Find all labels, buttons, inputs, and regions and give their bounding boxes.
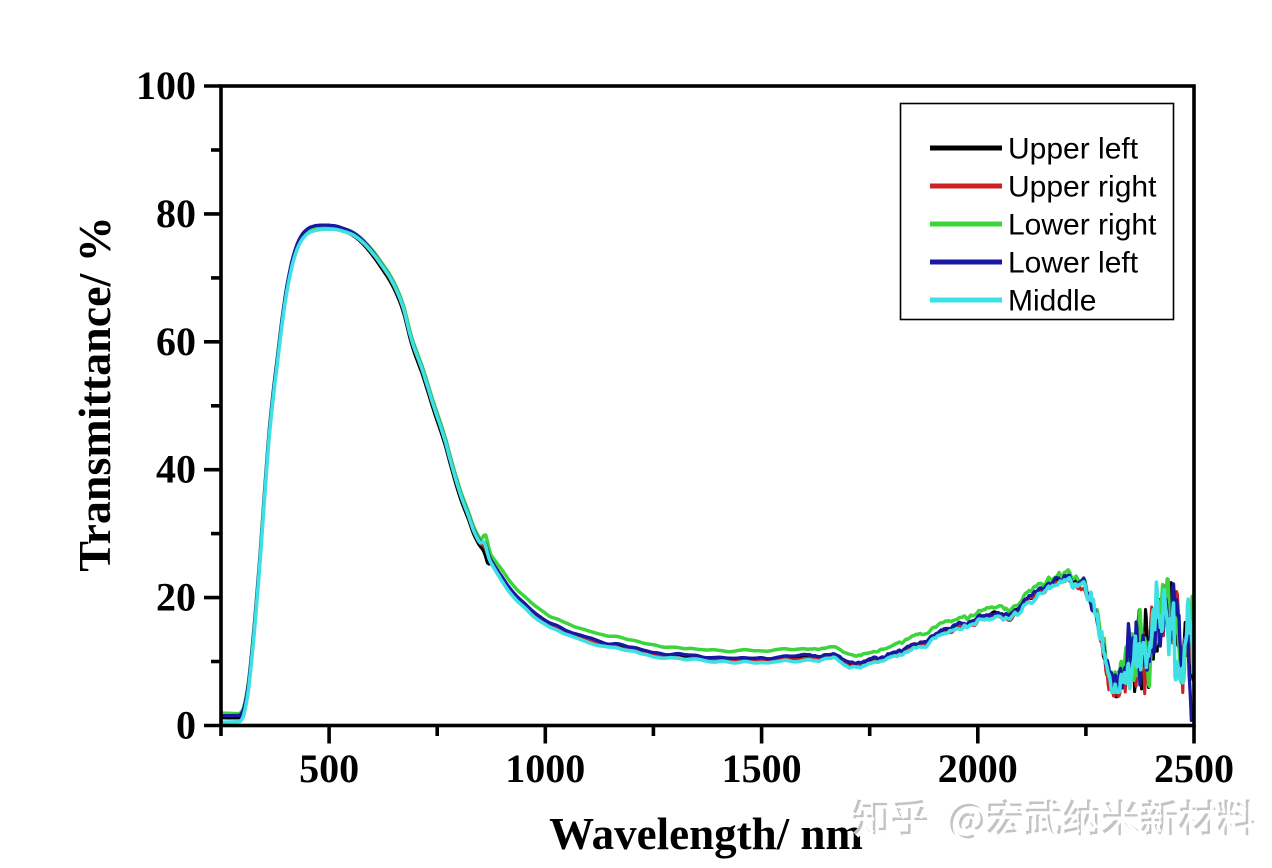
svg-text:1000: 1000 — [505, 746, 585, 791]
svg-text:80: 80 — [156, 191, 196, 236]
svg-text:100: 100 — [136, 63, 196, 108]
svg-text:Transmittance/ %: Transmittance/ % — [69, 216, 120, 572]
svg-text:20: 20 — [156, 575, 196, 620]
svg-text:40: 40 — [156, 447, 196, 492]
svg-text:2500: 2500 — [1154, 746, 1234, 791]
svg-text:Upper left: Upper left — [1008, 133, 1139, 166]
svg-text:2000: 2000 — [938, 746, 1018, 791]
svg-text:Middle: Middle — [1008, 285, 1096, 318]
svg-text:Wavelength/ nm: Wavelength/ nm — [549, 809, 863, 859]
svg-text:500: 500 — [299, 746, 359, 791]
svg-text:1500: 1500 — [722, 746, 802, 791]
svg-text:Upper right: Upper right — [1008, 171, 1157, 204]
svg-text:Lower left: Lower left — [1008, 247, 1139, 280]
svg-text:0: 0 — [176, 703, 196, 748]
svg-text:Lower right: Lower right — [1008, 209, 1157, 242]
svg-text:60: 60 — [156, 319, 196, 364]
